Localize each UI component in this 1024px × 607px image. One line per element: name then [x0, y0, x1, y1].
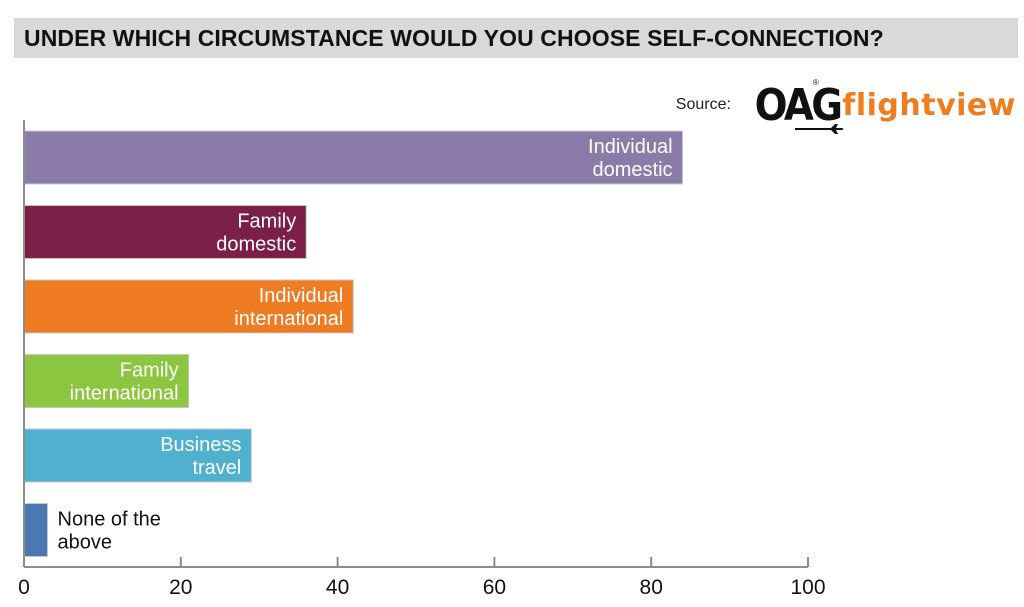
bars-layer: [23, 130, 684, 557]
bar-label-3: Family international: [70, 360, 179, 405]
bar-0: [23, 130, 684, 185]
source-label: Source:: [675, 96, 731, 113]
source-credit: Source: OAG flightview ®: [675, 78, 1016, 134]
x-tick-label: 100: [790, 576, 825, 599]
bar-5: [23, 503, 49, 557]
chart-title: UNDER WHICH CIRCUMSTANCE WOULD YOU CHOOS…: [24, 24, 884, 51]
registered-mark: ®: [812, 78, 819, 87]
bar-label-line: domestic: [216, 234, 296, 256]
bar-label-line: Individual: [588, 136, 673, 158]
bar-label-5: None of the above: [58, 509, 161, 554]
x-tick-label: 0: [18, 576, 30, 599]
x-tick-label: 80: [640, 576, 663, 599]
title-band: UNDER WHICH CIRCUMSTANCE WOULD YOU CHOOS…: [14, 18, 1018, 58]
bar-label-line: None of the: [58, 509, 161, 531]
bar-label-line: Business: [160, 434, 241, 456]
bar-label-line: domestic: [593, 159, 673, 181]
axis-layer: 0 20 40 60 80 100: [18, 120, 826, 599]
oag-flightview-logo: OAG flightview ®: [743, 78, 1016, 134]
bar-label-4: Business travel: [160, 434, 241, 479]
bar-label-line: international: [234, 308, 343, 330]
bar-label-line: above: [58, 532, 113, 554]
bar-label-1: Family domestic: [216, 211, 296, 256]
bar-label-line: Family: [237, 211, 296, 233]
bar-label-0: Individual domestic: [588, 136, 673, 181]
bar-label-line: international: [70, 383, 179, 405]
x-tick-label: 20: [169, 576, 192, 599]
airplane-icon: [794, 124, 844, 134]
bar-label-line: Individual: [259, 285, 344, 307]
logo-oag-text: OAG: [754, 80, 843, 131]
bar-label-line: Family: [120, 360, 179, 382]
logo-flightview-text: flightview: [842, 88, 1016, 123]
bar-label-2: Individual international: [234, 285, 343, 330]
x-tick-label: 60: [483, 576, 506, 599]
bar-label-line: travel: [192, 457, 241, 479]
x-tick-label: 40: [326, 576, 349, 599]
